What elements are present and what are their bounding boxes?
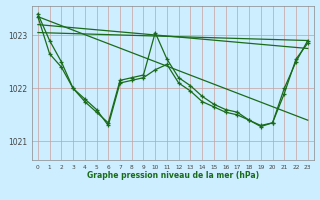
- X-axis label: Graphe pression niveau de la mer (hPa): Graphe pression niveau de la mer (hPa): [87, 171, 259, 180]
